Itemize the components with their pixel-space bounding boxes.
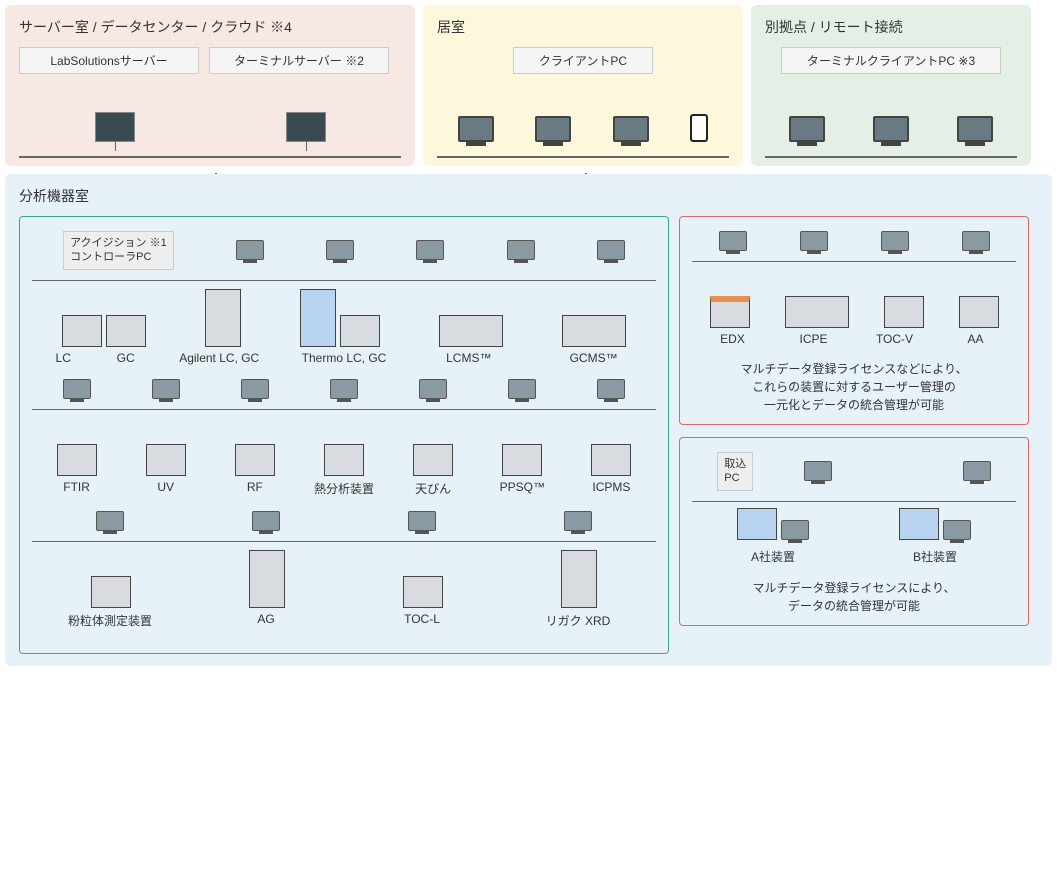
agilent-instrument-icon xyxy=(205,289,241,347)
edx-label: EDX xyxy=(692,332,773,346)
controller-pc-label: アクイジション ※1 コントローラPC xyxy=(63,231,174,270)
monitor-icon xyxy=(957,116,993,142)
lc-label: LC xyxy=(32,351,94,365)
monitor-icon xyxy=(416,240,444,260)
powder-instrument-icon xyxy=(91,576,131,608)
ag-label: AG xyxy=(188,612,344,629)
ppsq-label: PPSQ™ xyxy=(478,480,567,497)
uv-label: UV xyxy=(121,480,210,497)
monitor-icon xyxy=(326,240,354,260)
thermo-label: Thermo LC, GC xyxy=(282,351,407,365)
zone-analysis-room: 分析機器室 アクイジション ※1 コントローラPC xyxy=(5,174,1052,666)
powder-label: 粉粒体測定装置 xyxy=(32,612,188,629)
tocl-label: TOC-L xyxy=(344,612,500,629)
terminal-client-label: ターミナルクライアントPC ※3 xyxy=(781,47,1001,74)
agilent-label: Agilent LC, GC xyxy=(157,351,282,365)
zone-server-room: サーバー室 / データセンター / クラウド ※4 LabSolutionsサー… xyxy=(5,5,415,166)
company-a-label: A社装置 xyxy=(692,548,854,565)
server-icon xyxy=(286,112,326,142)
xrd-label: リガク XRD xyxy=(500,612,656,629)
labsolutions-server-label: LabSolutionsサーバー xyxy=(19,47,199,74)
zone-remote-title: 別拠点 / リモート接続 xyxy=(765,17,1017,37)
tocv-label: TOC-V xyxy=(854,332,935,346)
company-b-instrument-icon xyxy=(899,508,939,540)
balance-label: 天びん xyxy=(389,480,478,497)
gcms-instrument-icon xyxy=(562,315,626,347)
intake-pc-label: 取込 PC xyxy=(717,452,753,491)
uv-instrument-icon xyxy=(146,444,186,476)
zone-office: 居室 クライアントPC xyxy=(423,5,743,166)
monitor-icon xyxy=(873,116,909,142)
zone-office-title: 居室 xyxy=(437,17,729,37)
tocl-instrument-icon xyxy=(403,576,443,608)
monitor-icon xyxy=(597,240,625,260)
monitor-icon xyxy=(613,116,649,142)
lcms-label: LCMS™ xyxy=(406,351,531,365)
gc-label: GC xyxy=(94,351,156,365)
monitor-icon xyxy=(535,116,571,142)
monitor-icon xyxy=(458,116,494,142)
zone-remote: 別拠点 / リモート接続 ターミナルクライアントPC ※3 xyxy=(751,5,1031,166)
ftir-instrument-icon xyxy=(57,444,97,476)
rf-label: RF xyxy=(210,480,299,497)
ag-instrument-icon xyxy=(249,550,285,608)
rf-instrument-icon xyxy=(235,444,275,476)
ftir-label: FTIR xyxy=(32,480,121,497)
zone-server-title: サーバー室 / データセンター / クラウド ※4 xyxy=(19,17,401,37)
network-diagram: サーバー室 / データセンター / クラウド ※4 LabSolutionsサー… xyxy=(5,5,1052,666)
monitor-icon xyxy=(507,240,535,260)
zone-analysis-title: 分析機器室 xyxy=(19,186,1038,206)
ppsq-instrument-icon xyxy=(502,444,542,476)
xrd-instrument-icon xyxy=(561,550,597,608)
icpms-label: ICPMS xyxy=(567,480,656,497)
balance-instrument-icon xyxy=(413,444,453,476)
company-b-label: B社装置 xyxy=(854,548,1016,565)
thermo-instrument-icon xyxy=(300,289,336,347)
monitor-icon xyxy=(236,240,264,260)
aa-label: AA xyxy=(935,332,1016,346)
terminal-server-label: ターミナルサーバー ※2 xyxy=(209,47,389,74)
thermal-label: 熱分析装置 xyxy=(299,480,388,497)
icpe-label: ICPE xyxy=(773,332,854,346)
icpms-instrument-icon xyxy=(591,444,631,476)
lc-instrument-icon xyxy=(62,315,102,347)
tablet-icon xyxy=(690,114,708,142)
top-zones-row: サーバー室 / データセンター / クラウド ※4 LabSolutionsサー… xyxy=(5,5,1052,166)
gc-instrument-icon xyxy=(106,315,146,347)
client-pc-label: クライアントPC xyxy=(513,47,653,74)
tocv-instrument-icon xyxy=(884,296,924,328)
multidata-note-bottom: マルチデータ登録ライセンスにより、 データの統合管理が可能 xyxy=(692,579,1016,615)
company-a-instrument-icon xyxy=(737,508,777,540)
multidata-note-top: マルチデータ登録ライセンスなどにより、 これらの装置に対するユーザー管理の 一元… xyxy=(692,360,1016,414)
gcms-label: GCMS™ xyxy=(531,351,656,365)
thermal-instrument-icon xyxy=(324,444,364,476)
multidata-panel-bottom: 取込 PC A社装置 B社装置 マルチデータ登録ライセンスにより、 デ xyxy=(679,437,1029,626)
acquisition-panel: アクイジション ※1 コントローラPC xyxy=(19,216,669,654)
monitor-icon xyxy=(789,116,825,142)
edx-instrument-icon xyxy=(710,296,750,328)
icpe-instrument-icon xyxy=(785,296,849,328)
lcms-instrument-icon xyxy=(439,315,503,347)
server-icon xyxy=(95,112,135,142)
multidata-panel-top: EDX ICPE TOC-V AA マルチデータ登録ライセンスなどにより、 これ… xyxy=(679,216,1029,425)
aa-instrument-icon xyxy=(959,296,999,328)
